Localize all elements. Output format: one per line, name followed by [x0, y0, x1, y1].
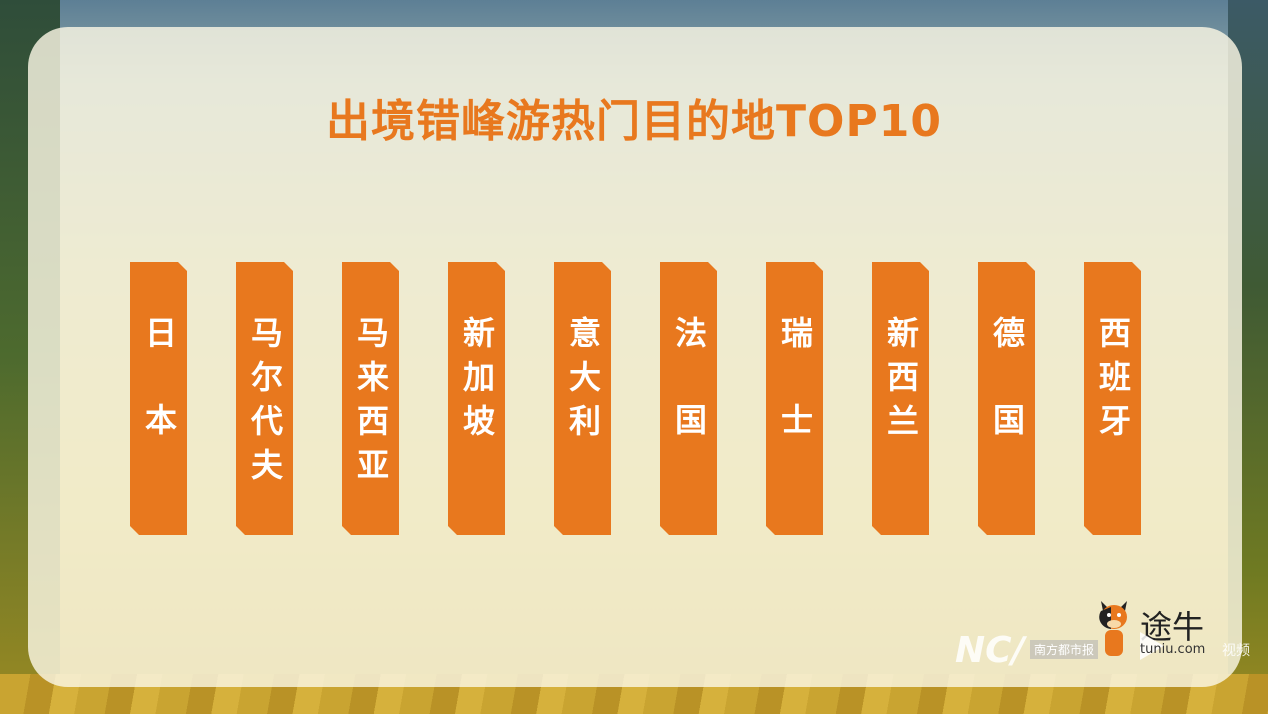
- destination-banner: 意大利: [554, 262, 611, 535]
- destination-banner: 法国: [660, 262, 717, 535]
- destination-name: 法国: [670, 316, 708, 490]
- destination-banner: 新加坡: [448, 262, 505, 535]
- destination-name: 意大利: [564, 316, 602, 448]
- newspaper-logo: NC/: [955, 630, 1025, 671]
- page-title: 出境错峰游热门目的地TOP10: [326, 96, 942, 147]
- destination-name: 西班牙: [1094, 316, 1132, 448]
- destination-banner: 瑞士: [766, 262, 823, 535]
- destination-banner: 西班牙: [1084, 262, 1141, 535]
- destination-name: 日本: [140, 316, 178, 490]
- video-play-icon: [1140, 632, 1164, 660]
- destination-name: 德国: [988, 316, 1026, 490]
- destination-banner: 新西兰: [872, 262, 929, 535]
- destination-name: 马尔代夫: [246, 316, 284, 492]
- destination-name: 瑞士: [776, 316, 814, 490]
- tuniu-cow-mascot-icon: [1099, 601, 1127, 656]
- video-label: 视频: [1222, 643, 1250, 659]
- destination-banner: 德国: [978, 262, 1035, 535]
- destination-banner: 马尔代夫: [236, 262, 293, 535]
- destination-name: 马来西亚: [352, 316, 390, 492]
- brand-url: tuniu.com: [1140, 642, 1206, 657]
- newspaper-name: 南方都市报: [1030, 640, 1099, 659]
- content-panel: [28, 27, 1242, 687]
- destination-name: 新加坡: [458, 316, 496, 448]
- destination-banner: 日本: [130, 262, 187, 535]
- destination-banner: 马来西亚: [342, 262, 399, 535]
- destination-name: 新西兰: [882, 316, 920, 448]
